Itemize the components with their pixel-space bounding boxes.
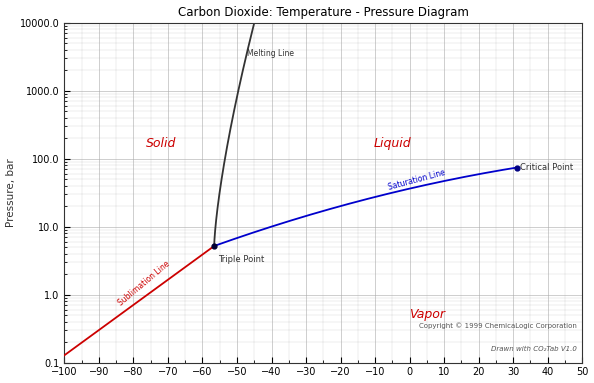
Title: Carbon Dioxide: Temperature - Pressure Diagram: Carbon Dioxide: Temperature - Pressure D… xyxy=(178,6,469,18)
Text: Sublimation Line: Sublimation Line xyxy=(116,259,171,307)
Text: Liquid: Liquid xyxy=(374,137,411,149)
Text: Vapor: Vapor xyxy=(409,308,445,321)
Text: Saturation Line: Saturation Line xyxy=(387,168,446,192)
Text: Melting Line: Melting Line xyxy=(247,49,295,58)
Text: Copyright © 1999 ChemicaLogic Corporation: Copyright © 1999 ChemicaLogic Corporatio… xyxy=(419,322,577,329)
Text: Triple Point: Triple Point xyxy=(218,255,264,264)
Text: Drawn with CO₂Tab V1.0: Drawn with CO₂Tab V1.0 xyxy=(491,346,577,352)
Text: Solid: Solid xyxy=(146,137,176,149)
Y-axis label: Pressure, bar: Pressure, bar xyxy=(5,158,15,227)
Text: Critical Point: Critical Point xyxy=(520,163,573,172)
